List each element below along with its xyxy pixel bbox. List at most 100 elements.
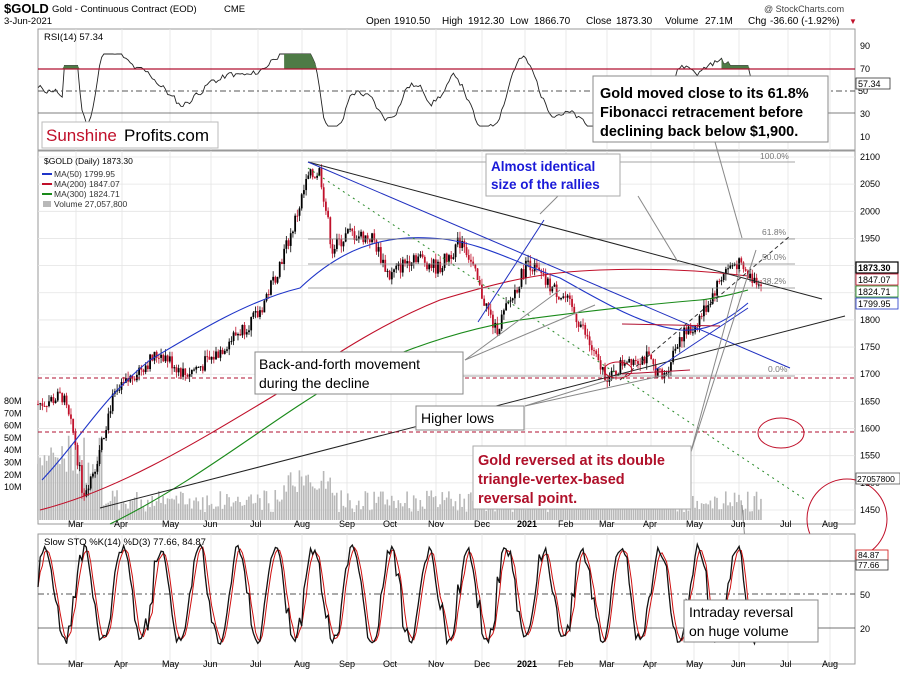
price-candle-body bbox=[138, 367, 140, 375]
rsi-tick: 30 bbox=[860, 109, 870, 119]
price-candle-body bbox=[252, 312, 255, 318]
back-forth-annotation-line: Back-and-forth movement bbox=[259, 356, 420, 372]
volume-bar bbox=[243, 504, 246, 520]
price-candle-body bbox=[74, 432, 77, 445]
price-candle-body bbox=[162, 354, 165, 362]
price-candle-body bbox=[568, 295, 571, 299]
price-candle-body bbox=[118, 389, 121, 391]
price-candle-body bbox=[52, 397, 55, 404]
volume-bar bbox=[621, 499, 624, 520]
volume-bar bbox=[705, 503, 707, 520]
price-candle-body bbox=[283, 248, 286, 265]
price-candle-body bbox=[61, 392, 64, 403]
volume-bar bbox=[228, 497, 230, 520]
price-candle-body bbox=[426, 262, 428, 270]
price-candle-body bbox=[125, 378, 127, 383]
volume-bar bbox=[487, 503, 490, 520]
fib-annotation-box bbox=[592, 75, 829, 143]
price-candle-body bbox=[555, 284, 558, 297]
price-candle-body bbox=[270, 280, 272, 295]
volume-bar bbox=[298, 470, 301, 520]
price-candle-body bbox=[204, 356, 206, 371]
fib-annotation-line: declining back below $1,900. bbox=[600, 124, 798, 140]
volume-bar bbox=[256, 494, 259, 520]
volume-bar bbox=[386, 499, 389, 520]
volume-bar bbox=[226, 494, 228, 520]
volume-bar bbox=[215, 506, 217, 520]
volume-bar bbox=[368, 510, 371, 520]
price-candle-body bbox=[514, 289, 516, 299]
price-candle-body bbox=[492, 314, 494, 328]
volume-bar bbox=[237, 496, 239, 520]
price-candle-body bbox=[665, 372, 668, 374]
price-candle-body bbox=[634, 359, 637, 362]
volume-bar bbox=[96, 456, 99, 520]
volume-bar bbox=[111, 490, 114, 520]
x-axis-label: Sep bbox=[339, 519, 355, 529]
volume-bar bbox=[338, 511, 340, 520]
x-axis-label: May bbox=[162, 519, 180, 529]
pointer-line bbox=[637, 195, 679, 263]
price-candle-body bbox=[175, 367, 178, 373]
back-forth-annotation-box bbox=[254, 351, 464, 395]
volume-bar bbox=[740, 500, 742, 520]
fib-label: 50.0% bbox=[762, 252, 787, 262]
price-candle-body bbox=[667, 371, 670, 373]
volume-bar bbox=[742, 510, 745, 520]
price-candle-body bbox=[142, 369, 145, 373]
price-candle-body bbox=[276, 276, 279, 283]
volume-bar bbox=[78, 455, 81, 520]
high-value: 1912.30 bbox=[468, 16, 505, 27]
volume-bar bbox=[476, 499, 479, 520]
volume-bar bbox=[289, 472, 292, 520]
legend-item-ma300: MA(300) 1824.71 bbox=[54, 189, 120, 199]
volume-bar bbox=[281, 499, 283, 520]
price-candle-body bbox=[320, 168, 323, 188]
volume-bar bbox=[65, 471, 68, 520]
price-candle-body bbox=[243, 324, 246, 335]
higher-lows-annotation: Higher lows bbox=[421, 410, 494, 426]
volume-bar bbox=[399, 503, 402, 520]
volume-bar bbox=[109, 501, 112, 520]
price-candle-body bbox=[63, 395, 66, 403]
volume-bar bbox=[470, 492, 472, 520]
volume-bar bbox=[481, 507, 483, 520]
price-candle-body bbox=[333, 248, 336, 254]
volume-bar bbox=[157, 491, 160, 520]
volume-bar bbox=[426, 490, 428, 520]
price-candle-body bbox=[698, 315, 701, 328]
ma200-line bbox=[39, 268, 749, 511]
volume-bar bbox=[48, 455, 50, 520]
volume-bar bbox=[305, 475, 307, 520]
price-candle-body bbox=[50, 397, 53, 402]
price-candle-body bbox=[654, 364, 657, 378]
price-candle-body bbox=[637, 361, 639, 364]
price-candle-body bbox=[681, 337, 683, 342]
pointer-line bbox=[464, 289, 561, 361]
price-candle-body bbox=[340, 238, 343, 247]
price-candle-body bbox=[700, 315, 703, 317]
volume-bar bbox=[524, 509, 527, 520]
price-candle-body bbox=[742, 262, 745, 270]
price-candle-body bbox=[518, 286, 521, 293]
price-candle-body bbox=[256, 310, 259, 317]
x-axis-label: Jun bbox=[203, 519, 218, 529]
volume-bar bbox=[138, 508, 140, 520]
resistance-trendline bbox=[307, 161, 823, 300]
price-candle-body bbox=[230, 341, 233, 343]
price-candle-body bbox=[718, 281, 721, 283]
back-forth-annotation-line: during the decline bbox=[259, 375, 370, 391]
stockcharts-watermark[interactable]: @ StockCharts.com bbox=[764, 4, 844, 14]
legend-item-volume: Volume 27,057,800 bbox=[54, 199, 128, 209]
legend-item-ma50: MA(50) 1799.95 bbox=[54, 169, 115, 179]
price-candle-body bbox=[683, 327, 686, 342]
price-candle-body bbox=[314, 177, 316, 179]
volume-bar bbox=[212, 508, 215, 520]
x-axis-label: 2021 bbox=[517, 659, 537, 669]
price-candle-body bbox=[373, 233, 376, 241]
volume-bar bbox=[448, 491, 450, 520]
price-candle-body bbox=[538, 267, 540, 271]
price-candle-body bbox=[511, 298, 514, 301]
volume-bar bbox=[197, 501, 200, 520]
price-candle-body bbox=[463, 241, 466, 248]
